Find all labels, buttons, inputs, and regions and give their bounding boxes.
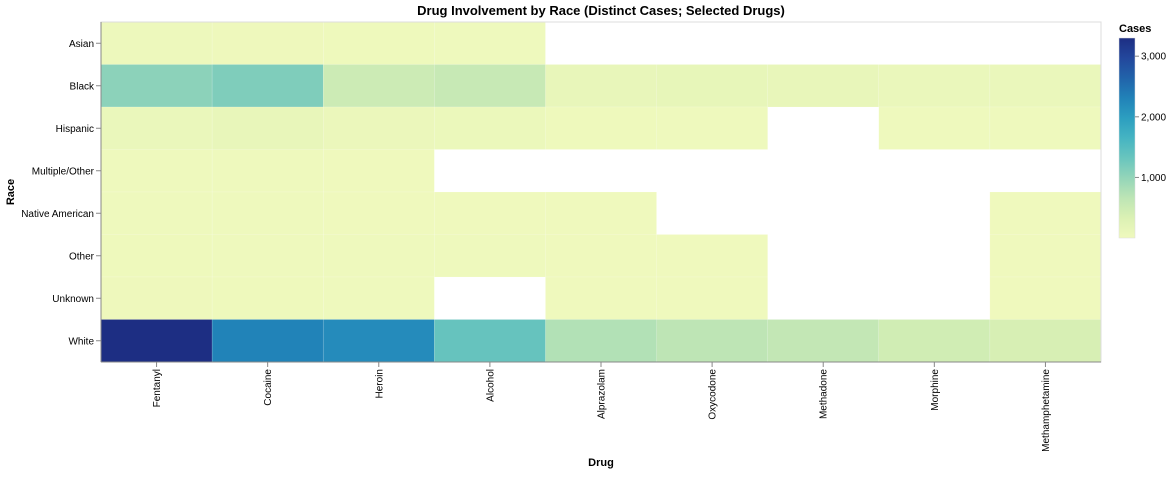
heatmap-cell [989, 276, 1102, 320]
heatmap-cell [434, 319, 546, 363]
legend-tick-label: 2,000 [1141, 112, 1166, 123]
heatmap-cell [545, 191, 657, 235]
heatmap-cell [322, 64, 435, 108]
heatmap-cell [322, 149, 435, 193]
x-tick-label: Oxycodone [708, 369, 719, 420]
heatmap-cell [322, 319, 435, 363]
x-tick-label: Alprazolam [597, 369, 608, 419]
x-axis: Fentanyl Cocaine Heroin Alcohol Alprazolam Ox… [101, 361, 1101, 452]
x-tick-label: Methamphetamine [1041, 369, 1052, 452]
heatmap-cells [100, 21, 1102, 363]
x-tick-label: Cocaine [263, 369, 274, 406]
heatmap-cell [656, 234, 768, 278]
heatmap-cell [322, 191, 435, 235]
legend-tick-label: 3,000 [1141, 52, 1166, 63]
heatmap-cell [100, 319, 213, 363]
heatmap-cell [211, 276, 324, 320]
heatmap-cell [878, 319, 991, 363]
heatmap-cell [989, 234, 1102, 278]
heatmap-cell [656, 276, 768, 320]
x-axis-title: Drug [588, 457, 614, 469]
heatmap-cell [767, 319, 880, 363]
y-axis: Asian Black Hispanic Multiple/Other Native A… [21, 22, 102, 362]
heatmap-cell [878, 106, 991, 150]
legend-ticks: 1,000 2,000 3,000 [1135, 52, 1166, 184]
heatmap-cell [322, 234, 435, 278]
heatmap-cell [211, 234, 324, 278]
heatmap-cell [989, 319, 1102, 363]
heatmap-cell [434, 64, 546, 108]
y-tick-label: Unknown [52, 294, 94, 305]
x-tick-label: Methadone [819, 369, 830, 419]
heatmap-cell [211, 106, 324, 150]
x-tick-label: Alcohol [485, 369, 496, 402]
heatmap-cell [322, 21, 435, 65]
y-tick-label: Hispanic [56, 124, 94, 135]
y-axis-title: Race [5, 179, 17, 205]
heatmap-cell [989, 191, 1102, 235]
heatmap-cell [100, 234, 213, 278]
heatmap-cell [100, 21, 213, 65]
heatmap-cell [211, 21, 324, 65]
heatmap-cell [989, 106, 1102, 150]
heatmap-cell [211, 149, 324, 193]
x-tick-label: Fentanyl [152, 369, 163, 407]
y-tick-label: Asian [69, 39, 94, 50]
heatmap-cell [100, 276, 213, 320]
x-tick-label: Heroin [374, 369, 385, 398]
legend-tick-label: 1,000 [1141, 173, 1166, 184]
heatmap-cell [322, 106, 435, 150]
heatmap-cell [211, 64, 324, 108]
heatmap-cell [545, 319, 657, 363]
heatmap-cell [656, 106, 768, 150]
heatmap-cell [545, 64, 657, 108]
legend-gradient-bar [1118, 37, 1136, 239]
y-tick-label: Black [70, 81, 95, 92]
color-legend: Cases 1,000 2,000 3,000 [1118, 23, 1166, 239]
heatmap-cell [878, 64, 991, 108]
y-tick-label: Native American [21, 209, 94, 220]
heatmap-cell [100, 106, 213, 150]
x-tick-label: Morphine [930, 369, 941, 411]
chart-title: Drug Involvement by Race (Distinct Cases… [417, 3, 785, 18]
heatmap-cell [767, 64, 880, 108]
heatmap-cell [100, 191, 213, 235]
legend-title: Cases [1119, 23, 1151, 35]
heatmap-cell [322, 276, 435, 320]
heatmap-cell [100, 64, 213, 108]
heatmap-cell [656, 64, 768, 108]
heatmap-cell [989, 64, 1102, 108]
plot-area [100, 21, 1102, 363]
heatmap-cell [211, 191, 324, 235]
heatmap-cell [656, 319, 768, 363]
heatmap-cell [545, 106, 657, 150]
y-tick-label: White [68, 336, 94, 347]
heatmap-cell [545, 234, 657, 278]
y-tick-label: Other [69, 251, 95, 262]
heatmap-cell [434, 191, 546, 235]
heatmap-cell [545, 276, 657, 320]
heatmap-cell [434, 234, 546, 278]
heatmap-cell [211, 319, 324, 363]
heatmap-cell [434, 106, 546, 150]
heatmap-cell [434, 21, 546, 65]
heatmap-cell [100, 149, 213, 193]
y-tick-label: Multiple/Other [32, 166, 95, 177]
